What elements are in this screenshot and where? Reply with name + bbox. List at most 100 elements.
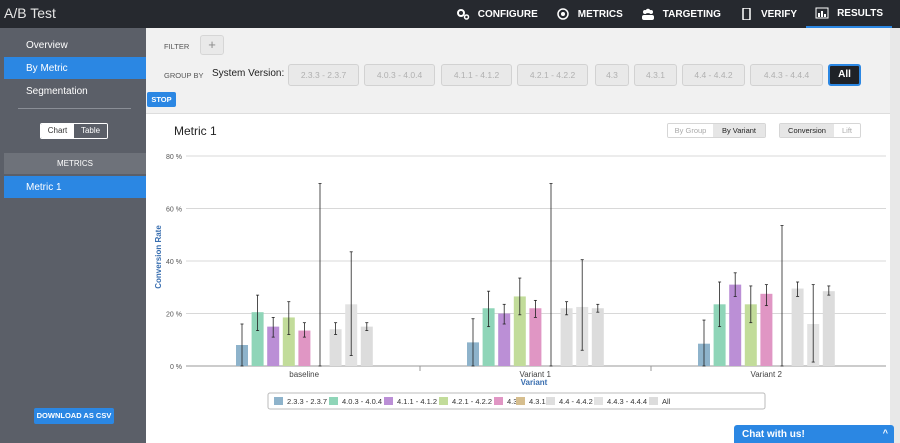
legend-swatch	[274, 397, 283, 405]
metric-title: Metric 1	[174, 124, 217, 138]
page-scrollbar[interactable]	[890, 28, 900, 443]
sidebar-item-metric-1[interactable]: Metric 1	[4, 176, 146, 198]
legend-entry: 4.3.1	[529, 397, 546, 406]
legend-entry: 4.2.1 - 4.2.2	[452, 397, 492, 406]
group-chip-all[interactable]: All	[828, 64, 861, 86]
main-nav: CONFIGURE METRICS TARGETING VERIFY RESUL…	[447, 0, 892, 28]
bar	[760, 293, 773, 366]
bar	[329, 329, 342, 366]
metrics-header: METRICS	[4, 153, 146, 174]
group-toggle: By Group By Variant	[667, 123, 766, 138]
group-chip[interactable]: 4.4.3 - 4.4.4	[750, 64, 823, 86]
legend-entry: 4.4 - 4.4.2	[559, 397, 593, 406]
y-tick-label: 20 %	[166, 312, 182, 319]
conversion-button[interactable]: Conversion	[780, 124, 834, 137]
chat-label: Chat with us!	[742, 429, 805, 440]
group-chip[interactable]: 4.3.1	[634, 64, 677, 86]
nav-metrics[interactable]: METRICS	[547, 0, 632, 28]
legend-swatch	[439, 397, 448, 405]
legend-swatch	[494, 397, 503, 405]
x-tick-label: Variant 1	[519, 370, 551, 379]
group-chip[interactable]: 2.3.3 - 2.3.7	[288, 64, 359, 86]
conversion-chart: 0 %20 %40 %60 %80 % baseline Variant 1 Var…	[154, 154, 886, 410]
lift-button[interactable]: Lift	[834, 124, 860, 137]
group-chip[interactable]: 4.3	[595, 64, 629, 86]
bar	[513, 296, 526, 366]
bar	[729, 284, 742, 366]
legend-swatch	[594, 397, 603, 405]
sidebar-item-overview[interactable]: Overview	[26, 40, 68, 51]
stop-button[interactable]: STOP	[147, 92, 176, 107]
bar	[267, 326, 280, 366]
nav-verify[interactable]: VERIFY	[730, 0, 806, 28]
bar	[482, 308, 495, 366]
chart-legend: 2.3.3 - 2.3.7 4.0.3 - 4.0.4 4.1.1 - 4.1.2 4…	[267, 392, 766, 410]
bar	[282, 317, 295, 366]
x-tick-label: baseline	[289, 370, 319, 379]
bar	[791, 288, 804, 366]
chart-panel	[146, 113, 890, 443]
legend-swatch	[384, 397, 393, 405]
sidebar-divider	[18, 108, 131, 109]
by-group-button[interactable]: By Group	[668, 124, 713, 137]
legend-entry: All	[662, 397, 671, 406]
legend-swatch	[649, 397, 658, 405]
bar	[560, 308, 573, 366]
y-tick-label: 40 %	[166, 259, 182, 266]
legend-entry: 4.3	[507, 397, 517, 406]
mode-toggle: Conversion Lift	[779, 123, 861, 138]
group-chip[interactable]: 4.1.1 - 4.1.2	[441, 64, 512, 86]
group-by-label: GROUP BY	[164, 71, 204, 80]
bar	[822, 291, 835, 366]
add-filter-button[interactable]: +	[200, 35, 224, 55]
chevron-up-icon: ^	[882, 428, 888, 438]
group-field-label: System Version:	[212, 68, 285, 79]
group-chip[interactable]: 4.4 - 4.4.2	[682, 64, 745, 86]
legend-entry: 4.0.3 - 4.0.4	[342, 397, 382, 406]
y-tick-label: 0 %	[170, 364, 182, 371]
nav-label: CONFIGURE	[477, 8, 538, 20]
phone-icon	[742, 8, 751, 20]
legend-swatch	[546, 397, 555, 405]
nav-results[interactable]: RESULTS	[806, 0, 892, 28]
group-chip[interactable]: 4.0.3 - 4.0.4	[364, 64, 435, 86]
nav-label: METRICS	[577, 8, 623, 20]
group-chip[interactable]: 4.2.1 - 4.2.2	[517, 64, 588, 86]
download-csv-button[interactable]: DOWNLOAD AS CSV	[34, 408, 114, 424]
filter-label: FILTER	[164, 42, 190, 51]
view-toggle: Chart Table	[40, 123, 108, 139]
by-variant-button[interactable]: By Variant	[713, 124, 765, 137]
bar	[591, 308, 604, 366]
table-toggle-button[interactable]: Table	[74, 124, 107, 138]
sidebar-item-segmentation[interactable]: Segmentation	[26, 86, 88, 97]
target-icon	[557, 8, 569, 20]
bar	[744, 304, 757, 366]
legend-swatch	[329, 397, 338, 405]
bar-chart-icon	[815, 7, 829, 19]
nav-label: TARGETING	[662, 8, 721, 20]
users-icon	[641, 8, 654, 20]
legend-entry: 4.1.1 - 4.1.2	[397, 397, 437, 406]
y-tick-label: 80 %	[166, 154, 182, 161]
nav-targeting[interactable]: TARGETING	[632, 0, 730, 28]
chart-bars	[236, 284, 835, 366]
sidebar: Overview By Metric Segmentation Chart Ta…	[0, 28, 146, 443]
gear-icon	[456, 9, 470, 20]
x-axis-label: Variant	[521, 378, 548, 387]
y-tick-label: 60 %	[166, 207, 182, 214]
app-title: A/B Test	[4, 5, 56, 21]
chart-x-labels: baseline Variant 1 Variant 2	[289, 370, 782, 379]
bar	[298, 330, 311, 366]
chat-widget[interactable]: Chat with us! ^	[734, 425, 894, 443]
sidebar-item-by-metric[interactable]: By Metric	[4, 57, 146, 79]
nav-configure[interactable]: CONFIGURE	[447, 0, 547, 28]
chart-toggle-button[interactable]: Chart	[41, 124, 74, 138]
top-bar: A/B Test CONFIGURE METRICS TARGETING VER…	[0, 0, 900, 28]
y-axis-label: Conversion Rate	[154, 225, 163, 289]
legend-entry: 2.3.3 - 2.3.7	[287, 397, 327, 406]
bar	[360, 326, 373, 366]
nav-label: RESULTS	[837, 7, 883, 19]
bar	[498, 313, 511, 366]
legend-entry: 4.4.3 - 4.4.4	[607, 397, 647, 406]
x-tick-label: Variant 2	[750, 370, 782, 379]
